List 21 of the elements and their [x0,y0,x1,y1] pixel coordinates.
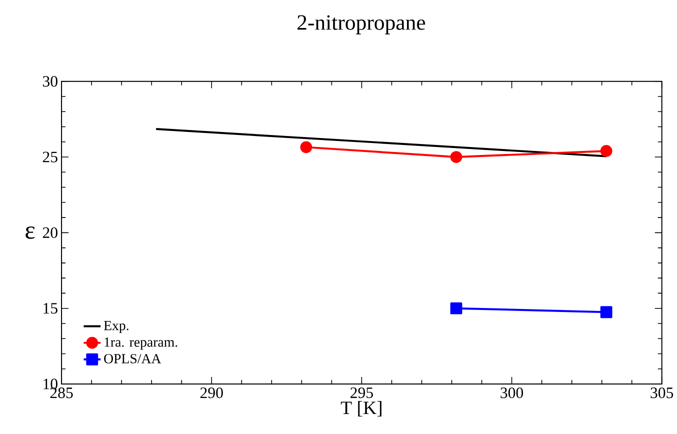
point [600,306,612,318]
chart-title: 2-nitropropane [298,15,426,35]
y-tick-label: 20 [42,228,58,238]
y-tick-label: 10 [44,378,58,390]
y-tick-label: 30 [42,76,58,87]
x-axis-title: T [K] [340,401,382,417]
point [450,151,462,164]
x-tick-label: 305 [650,388,674,398]
y-axis-title: ε [26,226,35,240]
x-tick-label: 295 [350,388,373,398]
y-tick-label: 15 [44,303,58,314]
legend-label: 1ra. reparam. [104,338,178,350]
x-tick-label: 290 [200,388,223,398]
legend-label: Exp. [104,321,128,334]
point [450,302,462,314]
point [600,145,612,158]
x-tick-label: 300 [500,388,524,398]
x-tick-label: 285 [50,388,73,398]
legend-label: OPLS/AA [104,354,162,364]
point [300,141,312,154]
y-tick-label: 25 [42,152,58,163]
